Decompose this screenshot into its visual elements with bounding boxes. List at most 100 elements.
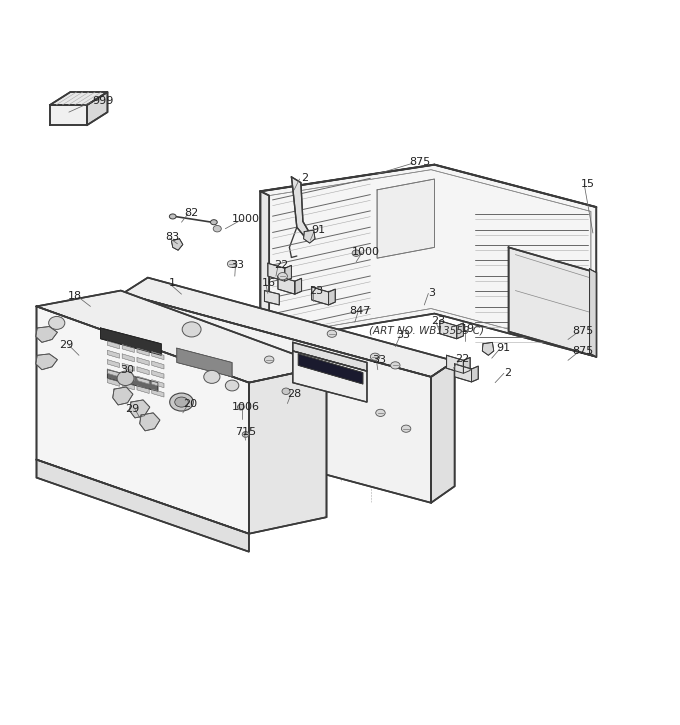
Polygon shape — [122, 354, 134, 362]
Polygon shape — [36, 326, 57, 342]
Polygon shape — [137, 386, 149, 394]
Polygon shape — [260, 191, 269, 342]
Polygon shape — [152, 380, 164, 388]
Polygon shape — [50, 105, 87, 125]
Ellipse shape — [225, 380, 239, 391]
Text: 18: 18 — [68, 291, 82, 302]
Polygon shape — [139, 413, 160, 431]
Polygon shape — [152, 352, 164, 360]
Polygon shape — [590, 269, 596, 357]
Polygon shape — [122, 344, 134, 352]
Text: 875: 875 — [409, 157, 430, 167]
Polygon shape — [137, 348, 149, 356]
Text: 2: 2 — [301, 173, 308, 183]
Ellipse shape — [282, 388, 290, 394]
Text: 19: 19 — [461, 324, 475, 334]
Ellipse shape — [401, 425, 411, 432]
Polygon shape — [36, 354, 57, 370]
Text: 82: 82 — [184, 208, 199, 218]
Polygon shape — [509, 247, 596, 357]
Polygon shape — [50, 92, 107, 105]
Text: 91: 91 — [496, 343, 510, 353]
Polygon shape — [440, 320, 457, 339]
Ellipse shape — [237, 405, 244, 410]
Polygon shape — [171, 239, 183, 250]
Polygon shape — [377, 179, 435, 258]
Polygon shape — [123, 278, 455, 377]
Polygon shape — [285, 265, 292, 281]
Polygon shape — [278, 276, 295, 294]
Text: 23: 23 — [309, 286, 323, 296]
Polygon shape — [311, 287, 328, 305]
Text: 16: 16 — [262, 278, 276, 289]
Polygon shape — [130, 400, 150, 418]
Polygon shape — [152, 389, 164, 397]
Polygon shape — [464, 357, 470, 373]
Ellipse shape — [352, 250, 360, 257]
Polygon shape — [107, 360, 120, 368]
Polygon shape — [268, 263, 285, 281]
Ellipse shape — [175, 397, 188, 407]
Polygon shape — [303, 230, 315, 243]
Polygon shape — [107, 341, 120, 349]
Text: 30: 30 — [120, 365, 134, 375]
Polygon shape — [37, 460, 249, 552]
Ellipse shape — [117, 371, 134, 386]
Polygon shape — [447, 355, 464, 373]
Ellipse shape — [204, 370, 220, 384]
Polygon shape — [455, 364, 471, 382]
Ellipse shape — [371, 353, 380, 360]
Polygon shape — [122, 363, 134, 371]
Polygon shape — [457, 323, 464, 339]
Polygon shape — [177, 348, 232, 377]
Text: 847: 847 — [350, 306, 371, 315]
Ellipse shape — [211, 220, 217, 225]
Polygon shape — [87, 92, 107, 125]
Polygon shape — [137, 376, 149, 384]
Text: 1: 1 — [169, 278, 176, 289]
Polygon shape — [299, 354, 363, 384]
Text: 2: 2 — [504, 368, 511, 378]
Polygon shape — [293, 351, 367, 402]
Polygon shape — [152, 370, 164, 378]
Polygon shape — [123, 294, 431, 503]
Polygon shape — [37, 291, 326, 383]
Polygon shape — [137, 367, 149, 375]
Text: 33: 33 — [372, 355, 386, 365]
Ellipse shape — [265, 356, 274, 363]
Text: 875: 875 — [572, 346, 594, 356]
Polygon shape — [107, 370, 158, 392]
Polygon shape — [328, 289, 335, 305]
Text: 15: 15 — [581, 179, 595, 189]
Text: 999: 999 — [92, 96, 114, 106]
Ellipse shape — [242, 431, 249, 437]
Text: 83: 83 — [166, 232, 180, 242]
Polygon shape — [137, 357, 149, 365]
Polygon shape — [107, 350, 120, 358]
Polygon shape — [249, 366, 326, 534]
Text: 23: 23 — [431, 316, 445, 326]
Ellipse shape — [327, 330, 337, 337]
Ellipse shape — [169, 214, 176, 219]
Polygon shape — [122, 373, 134, 381]
Ellipse shape — [227, 260, 237, 268]
Polygon shape — [107, 369, 120, 377]
Ellipse shape — [49, 316, 65, 329]
Text: 33: 33 — [396, 330, 410, 340]
Ellipse shape — [278, 273, 288, 280]
Polygon shape — [471, 366, 478, 382]
Polygon shape — [113, 387, 133, 405]
Polygon shape — [152, 361, 164, 369]
Text: (ART NO. WB13559 C): (ART NO. WB13559 C) — [369, 325, 484, 335]
Polygon shape — [295, 278, 301, 294]
Polygon shape — [107, 378, 120, 386]
Text: 1000: 1000 — [352, 247, 379, 257]
Ellipse shape — [170, 393, 193, 411]
Text: 29: 29 — [125, 404, 139, 413]
Polygon shape — [101, 328, 161, 355]
Polygon shape — [265, 291, 279, 305]
Text: 875: 875 — [572, 326, 594, 336]
Text: 28: 28 — [287, 389, 301, 399]
Text: 3: 3 — [428, 288, 435, 298]
Text: 20: 20 — [183, 399, 197, 409]
